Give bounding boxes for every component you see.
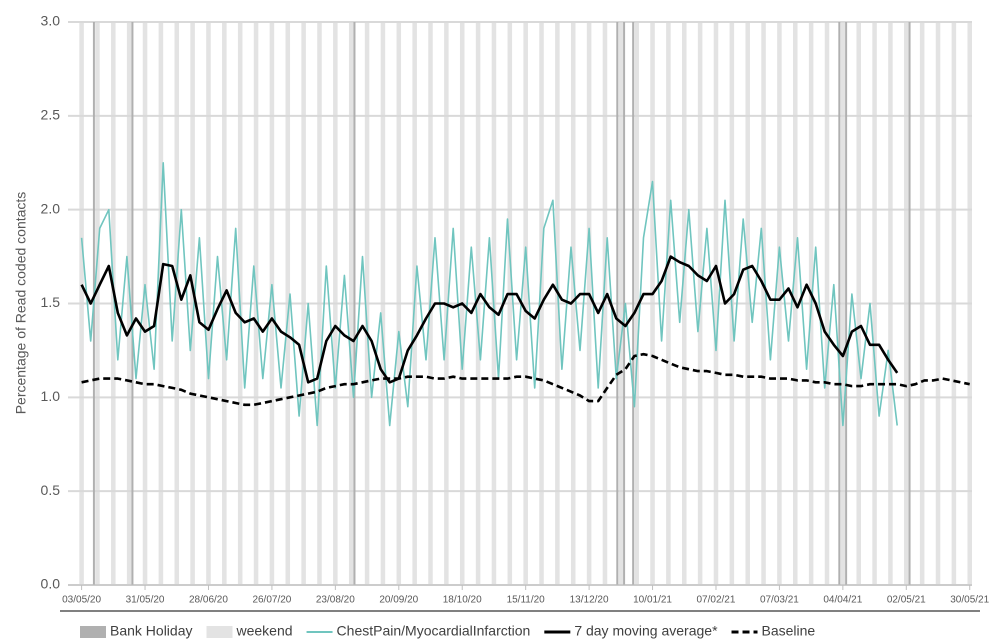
x-tick-label: 30/05/21 xyxy=(950,595,989,606)
legend-label: Baseline xyxy=(762,623,816,639)
series-line xyxy=(80,255,899,384)
x-tick-label: 26/07/20 xyxy=(252,595,291,606)
series-line xyxy=(81,352,970,407)
y-axis-label: Percentage of Read coded contacts xyxy=(13,192,29,415)
legend-label: weekend xyxy=(236,623,293,639)
x-tick-label: 03/05/20 xyxy=(62,595,101,606)
bank-holiday-bar xyxy=(616,22,619,585)
legend: Bank Holiday weekend ChestPain/MyocardialI… xyxy=(80,623,815,639)
x-tick-label: 04/04/21 xyxy=(823,595,862,606)
x-tick-label: 31/05/20 xyxy=(126,595,165,606)
x-tick-label: 10/01/21 xyxy=(633,595,672,606)
bank-holiday-bar xyxy=(131,22,134,585)
x-tick-label: 23/08/20 xyxy=(316,595,355,606)
bank-holiday-bar xyxy=(908,22,911,585)
series-line xyxy=(80,162,898,427)
legend-label: 7 day moving average* xyxy=(574,623,718,639)
y-tick-label: 2.0 xyxy=(41,200,61,216)
x-tick-label: 20/09/20 xyxy=(379,595,418,606)
x-tick-label: 13/12/20 xyxy=(570,595,609,606)
y-tick-label: 3.0 xyxy=(41,13,61,29)
bank-holiday-bar xyxy=(623,22,626,585)
legend-swatch xyxy=(80,626,106,638)
legend-label: Bank Holiday xyxy=(110,623,193,639)
y-tick-label: 1.5 xyxy=(41,294,61,310)
x-tick-label: 15/11/20 xyxy=(507,595,546,606)
y-tick-label: 0.0 xyxy=(41,576,61,592)
bank-holiday-bar xyxy=(632,22,635,585)
bank-holiday-bar xyxy=(845,22,848,585)
x-tick-label: 18/10/20 xyxy=(443,595,482,606)
bank-holiday-bar xyxy=(838,22,841,585)
legend-swatch xyxy=(206,626,233,638)
x-tick-label: 02/05/21 xyxy=(887,595,926,606)
y-tick-label: 1.0 xyxy=(41,388,61,404)
bank-holiday-bar xyxy=(353,22,356,585)
x-tick-label: 07/02/21 xyxy=(697,595,736,606)
y-tick-label: 0.5 xyxy=(41,482,61,498)
x-tick-label: 28/06/20 xyxy=(189,595,228,606)
y-tick-label: 2.5 xyxy=(41,107,61,123)
x-tick-label: 07/03/21 xyxy=(760,595,799,606)
legend-label: ChestPain/MyocardialInfarction xyxy=(337,623,531,639)
